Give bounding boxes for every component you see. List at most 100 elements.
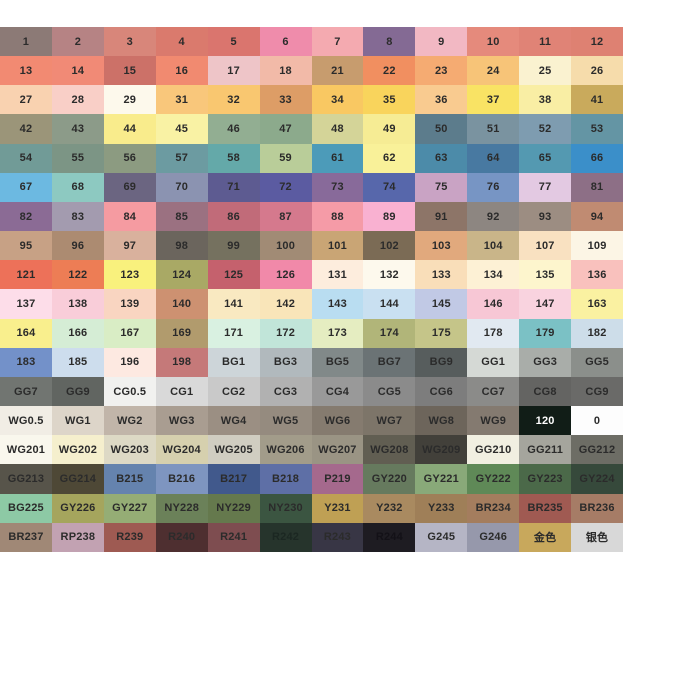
color-cell: WG8 — [415, 406, 468, 436]
color-cell: 169 — [155, 318, 208, 348]
color-cell: 125 — [207, 260, 260, 290]
color-cell: GY220 — [363, 464, 416, 494]
color-cell: 69 — [103, 172, 156, 202]
color-cell: GG7 — [0, 376, 52, 407]
color-cell: 68 — [51, 172, 104, 202]
color-cell: 123 — [103, 260, 156, 290]
color-cell: BG3 — [259, 347, 312, 377]
color-cell: 100 — [259, 231, 312, 261]
color-cell: 49 — [363, 114, 416, 144]
color-cell: NY229 — [207, 493, 260, 523]
color-cell: 145 — [415, 289, 468, 319]
color-cell: CG1 — [155, 376, 208, 407]
color-cell: 96 — [51, 231, 104, 261]
color-cell: 101 — [311, 231, 364, 261]
color-cell: 25 — [519, 56, 572, 86]
color-cell: GG3 — [519, 347, 572, 377]
color-cell: GY224 — [571, 464, 623, 494]
color-cell: BR234 — [467, 493, 520, 523]
color-cell: Y233 — [415, 493, 468, 523]
color-cell: 137 — [0, 289, 52, 319]
color-cell: 122 — [51, 260, 104, 290]
color-cell: 67 — [0, 172, 52, 202]
color-cell: 139 — [103, 289, 156, 319]
color-cell: GY226 — [51, 493, 104, 523]
color-cell: CG2 — [207, 376, 260, 407]
color-cell: CG6 — [415, 376, 468, 407]
color-cell: 89 — [363, 201, 416, 232]
color-cell: 51 — [467, 114, 520, 144]
color-cell: 163 — [571, 289, 623, 319]
color-cell: G246 — [467, 522, 520, 552]
color-cell: 1 — [0, 27, 52, 57]
color-cell: GG212 — [571, 435, 623, 465]
color-cell: 48 — [311, 114, 364, 144]
color-cell: 29 — [103, 85, 156, 115]
color-cell: 88 — [311, 201, 364, 232]
color-cell: 147 — [519, 289, 572, 319]
color-cell: 102 — [363, 231, 416, 261]
color-cell: CG4 — [311, 376, 364, 407]
color-cell: 6 — [259, 27, 312, 57]
color-cell: 97 — [103, 231, 156, 261]
color-cell: 131 — [311, 260, 364, 290]
color-cell: 182 — [571, 318, 623, 348]
color-cell: 164 — [0, 318, 52, 348]
color-cell: 87 — [259, 201, 312, 232]
color-cell: GG1 — [467, 347, 520, 377]
color-cell: 143 — [311, 289, 364, 319]
color-cell: WG4 — [207, 406, 260, 436]
color-cell: 11 — [519, 27, 572, 57]
color-cell: 13 — [0, 56, 52, 86]
color-cell: WG1 — [51, 406, 104, 436]
color-cell: WG207 — [311, 435, 364, 465]
color-cell: Y232 — [363, 493, 416, 523]
color-cell: CG0.5 — [103, 376, 156, 407]
color-cell: 141 — [207, 289, 260, 319]
color-cell: 17 — [207, 56, 260, 86]
color-cell: G245 — [415, 522, 468, 552]
color-cell: 77 — [519, 172, 572, 202]
color-cell: GG213 — [0, 464, 52, 494]
color-cell: WG208 — [363, 435, 416, 465]
color-cell: 73 — [311, 172, 364, 202]
color-cell: 36 — [415, 85, 468, 115]
color-cell: 45 — [155, 114, 208, 144]
color-cell: CG9 — [571, 376, 623, 407]
color-cell: 63 — [415, 143, 468, 173]
color-cell: 136 — [571, 260, 623, 290]
color-cell: 140 — [155, 289, 208, 319]
color-cell: B218 — [259, 464, 312, 494]
color-cell: 126 — [259, 260, 312, 290]
color-cell: BG225 — [0, 493, 52, 523]
color-cell: 3 — [103, 27, 156, 57]
color-cell: 198 — [155, 347, 208, 377]
color-cell: 16 — [155, 56, 208, 86]
color-cell: 24 — [467, 56, 520, 86]
color-cell: 134 — [467, 260, 520, 290]
color-cell: 5 — [207, 27, 260, 57]
color-cell: 2 — [51, 27, 104, 57]
marker-color-grid: 1 2 3 4 5 6 7 8 9 10 11 12 13 14 15 16 17 18 21 22 23 24 25 26 2… — [0, 27, 623, 552]
color-cell: 71 — [207, 172, 260, 202]
color-cell: R239 — [103, 522, 156, 552]
color-cell: 82 — [0, 201, 52, 232]
color-cell: GG214 — [51, 464, 104, 494]
color-cell: 56 — [103, 143, 156, 173]
color-cell: WG209 — [415, 435, 468, 465]
color-cell: 23 — [415, 56, 468, 86]
color-cell: 32 — [207, 85, 260, 115]
color-cell: 4 — [155, 27, 208, 57]
color-cell: 175 — [415, 318, 468, 348]
color-cell: 120 — [519, 406, 572, 436]
color-cell: R240 — [155, 522, 208, 552]
color-cell: WG2 — [103, 406, 156, 436]
color-cell: 31 — [155, 85, 208, 115]
color-cell: 174 — [363, 318, 416, 348]
color-cell: RP238 — [51, 522, 104, 552]
color-cell: 183 — [0, 347, 52, 377]
color-cell: 47 — [259, 114, 312, 144]
color-cell: 44 — [103, 114, 156, 144]
color-cell: WG202 — [51, 435, 104, 465]
